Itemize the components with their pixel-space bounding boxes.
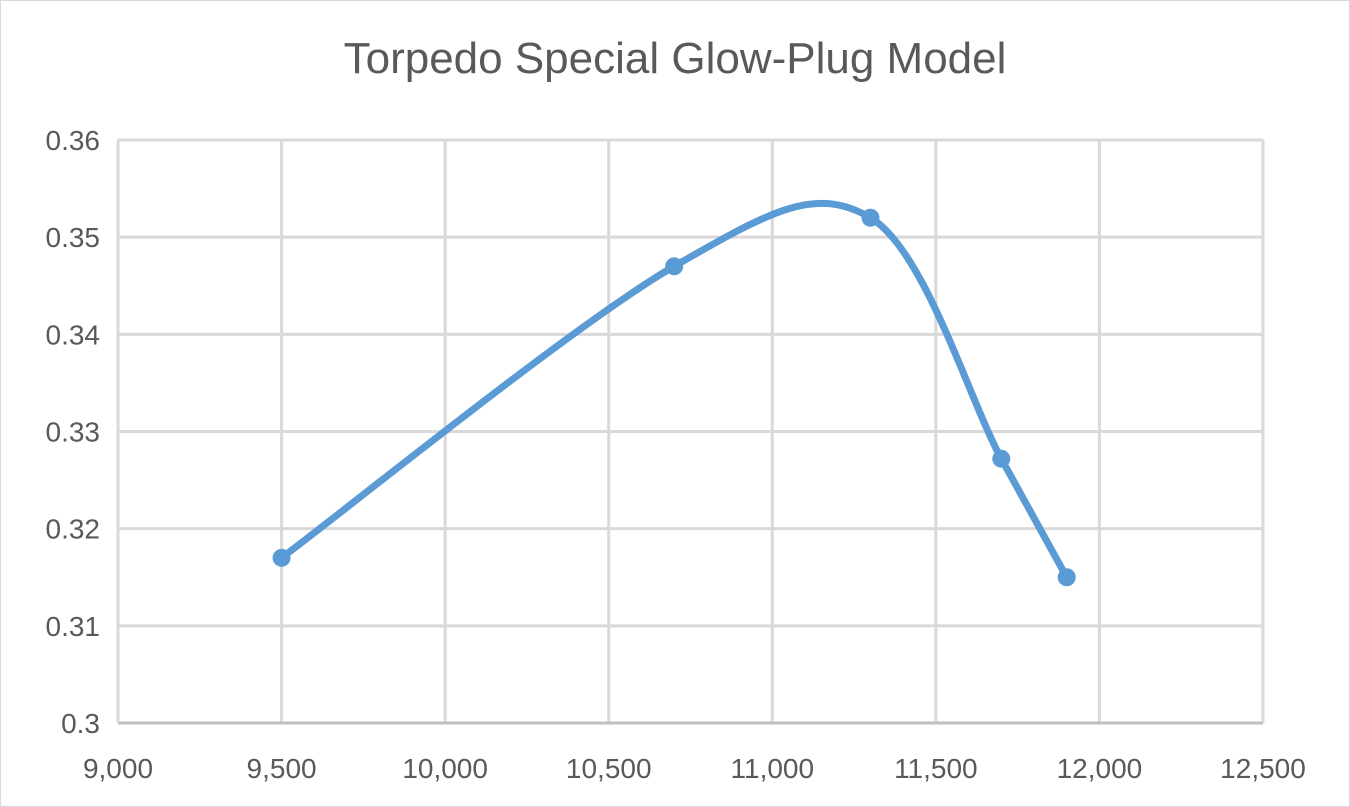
data-point bbox=[665, 257, 684, 276]
series-layer bbox=[272, 199, 1076, 587]
y-tick-label: 0.34 bbox=[46, 319, 101, 350]
data-point bbox=[1057, 568, 1076, 587]
x-tick-label: 12,000 bbox=[1057, 753, 1143, 784]
x-axis-tick-labels: 9,000 9,500 10,000 10,500 11,000 11,500 12,000… bbox=[83, 753, 1306, 784]
y-tick-label: 0.35 bbox=[46, 222, 101, 253]
x-tick-label: 9,000 bbox=[83, 753, 153, 784]
axes bbox=[116, 140, 1263, 725]
x-tick-label: 10,000 bbox=[402, 753, 488, 784]
data-point bbox=[861, 208, 880, 227]
y-tick-label: 0.3 bbox=[61, 708, 100, 739]
y-tick-label: 0.33 bbox=[46, 417, 101, 448]
data-point bbox=[272, 548, 291, 567]
chart-title: Torpedo Special Glow-Plug Model bbox=[343, 34, 1007, 83]
data-point bbox=[992, 449, 1011, 468]
y-tick-label: 0.31 bbox=[46, 611, 101, 642]
x-tick-label: 12,500 bbox=[1220, 753, 1306, 784]
x-tick-label: 9,500 bbox=[247, 753, 317, 784]
y-tick-label: 0.36 bbox=[46, 125, 101, 156]
y-axis-tick-labels: 0.3 0.31 0.32 0.33 0.34 0.35 0.36 bbox=[46, 125, 101, 739]
x-tick-label: 10,500 bbox=[566, 753, 652, 784]
x-tick-label: 11,500 bbox=[894, 753, 978, 784]
x-tick-label: 11,000 bbox=[731, 753, 815, 784]
horizontal-gridlines bbox=[118, 138, 1263, 628]
y-tick-label: 0.32 bbox=[46, 514, 101, 545]
